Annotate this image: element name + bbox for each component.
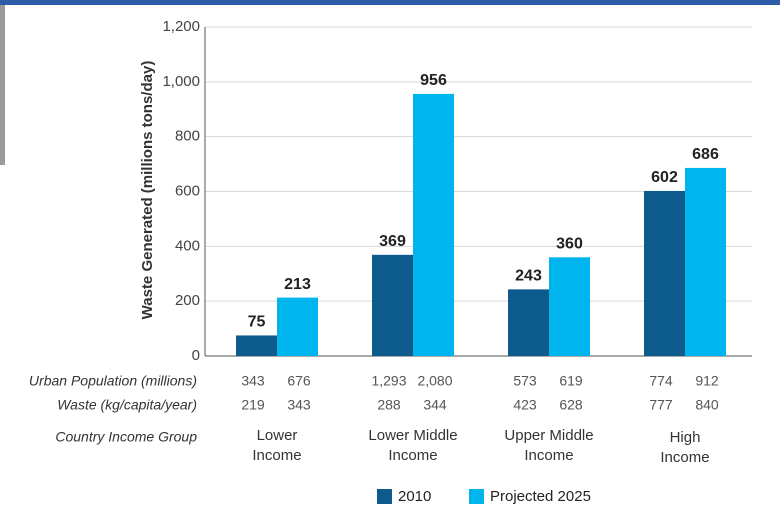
table-cell: 628 [559,397,583,413]
category-label: Upper Middle Income [494,426,604,466]
bar [508,289,549,356]
value-label: 686 [692,146,719,163]
value-label: 75 [248,314,266,331]
value-label: 602 [651,169,678,186]
bar [413,94,454,356]
legend-swatch [377,489,392,504]
table-cell: 423 [513,397,537,413]
table-cell: 777 [649,397,673,413]
table-cell: 676 [287,373,311,389]
table-cell: 840 [695,397,719,413]
y-tick-label: 1,200 [162,18,200,35]
legend-label: 2010 [398,488,431,505]
value-label: 213 [284,276,311,293]
y-tick-label: 800 [175,128,200,145]
bar [685,168,726,356]
value-label: 956 [420,72,447,89]
category-label: Lower Income [245,426,309,466]
y-tick-label: 400 [175,237,200,254]
legend-label: Projected 2025 [490,488,591,505]
legend-swatch [469,489,484,504]
bar [372,255,413,356]
bar [277,298,318,356]
top-stripe [0,0,780,5]
table-cell: 2,080 [417,373,452,389]
row-label: Urban Population (millions) [29,373,197,389]
y-tick-label: 0 [192,347,200,364]
category-label: Lower Middle Income [358,426,468,466]
row-label: Country Income Group [55,429,197,445]
bar [236,335,277,356]
bar [644,191,685,356]
table-cell: 343 [241,373,265,389]
value-label: 360 [556,236,583,253]
y-tick-label: 600 [175,182,200,199]
category-label: High Income [653,428,717,468]
y-tick-label: 1,000 [162,73,200,90]
row-label: Waste (kg/capita/year) [57,397,197,413]
table-cell: 344 [423,397,447,413]
table-cell: 774 [649,373,673,389]
y-tick-label: 200 [175,292,200,309]
table-cell: 1,293 [371,373,406,389]
table-cell: 912 [695,373,719,389]
table-cell: 619 [559,373,583,389]
value-label: 243 [515,268,542,285]
table-cell: 343 [287,397,311,413]
table-cell: 219 [241,397,265,413]
page: Waste Generated (millions tons/day) 0 200… [0,0,780,519]
y-axis-label: Waste Generated (millions tons/day) [139,61,156,320]
table-cell: 573 [513,373,537,389]
value-label: 369 [379,233,406,250]
edge-fragment [0,5,5,165]
table-cell: 288 [377,397,401,413]
bar [549,257,590,356]
